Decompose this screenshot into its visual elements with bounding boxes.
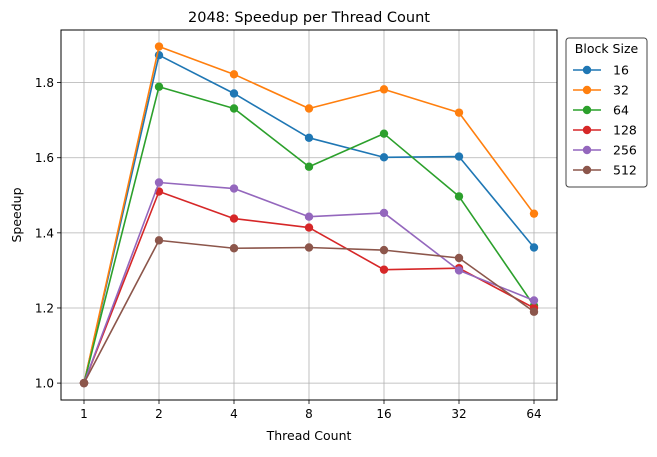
- data-point: [229, 244, 239, 253]
- legend-label: 32: [613, 83, 629, 98]
- legend-item-64: 64: [573, 103, 629, 118]
- legend-swatch-marker: [582, 145, 592, 155]
- data-point: [454, 266, 464, 275]
- data-point: [79, 378, 89, 388]
- x-tick-label: 4: [230, 407, 238, 421]
- x-tick-label: 2: [155, 407, 163, 421]
- data-point: [529, 307, 539, 316]
- data-point: [154, 82, 164, 91]
- data-point: [304, 243, 314, 252]
- legend-swatch-marker: [582, 125, 592, 135]
- series-512: [79, 236, 539, 388]
- data-point: [304, 212, 314, 221]
- chart-title: 2048: Speedup per Thread Count: [188, 10, 430, 26]
- data-point: [454, 253, 464, 263]
- legend-swatch-marker: [582, 85, 592, 95]
- data-point: [229, 104, 239, 113]
- data-point: [229, 214, 239, 223]
- data-point: [454, 192, 464, 201]
- x-tick-label: 1: [80, 407, 88, 421]
- x-tick-label: 32: [451, 407, 466, 421]
- legend-item-512: 512: [573, 163, 637, 178]
- data-point: [154, 236, 164, 245]
- legend-item-32: 32: [573, 83, 629, 98]
- x-tick-label: 8: [305, 407, 313, 421]
- data-point: [304, 133, 314, 143]
- legend-swatch-marker: [582, 65, 592, 75]
- y-axis-label: Speedup: [9, 187, 24, 242]
- legend-item-16: 16: [573, 63, 629, 78]
- data-point: [154, 42, 164, 51]
- data-point: [304, 223, 314, 232]
- data-point: [304, 162, 314, 171]
- series-group: [79, 42, 539, 388]
- x-tick-label: 64: [526, 407, 541, 421]
- data-point: [154, 178, 164, 187]
- data-point: [229, 70, 239, 79]
- data-point: [229, 89, 239, 98]
- x-tick-label: 16: [376, 407, 391, 421]
- data-point: [454, 108, 464, 117]
- y-tick-label: 1.4: [35, 226, 54, 240]
- legend-label: 256: [613, 143, 637, 158]
- legend-label: 512: [613, 163, 637, 178]
- y-tick-label: 1.8: [35, 76, 54, 90]
- data-point: [379, 153, 389, 162]
- data-point: [379, 85, 389, 94]
- x-axis-label: Thread Count: [266, 428, 352, 443]
- y-tick-label: 1.0: [35, 377, 54, 391]
- data-point: [529, 209, 539, 218]
- y-tick-label: 1.2: [35, 301, 54, 315]
- data-point: [229, 184, 239, 193]
- data-point: [529, 296, 539, 305]
- legend-label: 128: [613, 123, 637, 138]
- data-point: [379, 129, 389, 138]
- data-point: [529, 243, 539, 252]
- data-point: [379, 208, 389, 218]
- data-point: [304, 104, 314, 113]
- y-axis-ticks: 1.0 1.2 1.4 1.6 1.8: [35, 76, 61, 391]
- legend-swatch-marker: [582, 105, 592, 115]
- data-point: [379, 265, 389, 274]
- data-point: [379, 245, 389, 255]
- legend-swatch-marker: [582, 165, 592, 175]
- legend-label: 64: [613, 103, 629, 118]
- data-point: [454, 152, 464, 161]
- legend-item-256: 256: [573, 143, 637, 158]
- legend-item-128: 128: [573, 123, 637, 138]
- y-tick-label: 1.6: [35, 151, 54, 165]
- legend-items: 16 32 64 128 256 512: [573, 63, 637, 178]
- x-axis-ticks: 1 2 4 8 16 32 64: [80, 400, 542, 421]
- legend-label: 16: [613, 63, 629, 78]
- legend: Block Size 16 32 64 128 256 512: [565, 37, 648, 188]
- legend-title: Block Size: [575, 41, 639, 56]
